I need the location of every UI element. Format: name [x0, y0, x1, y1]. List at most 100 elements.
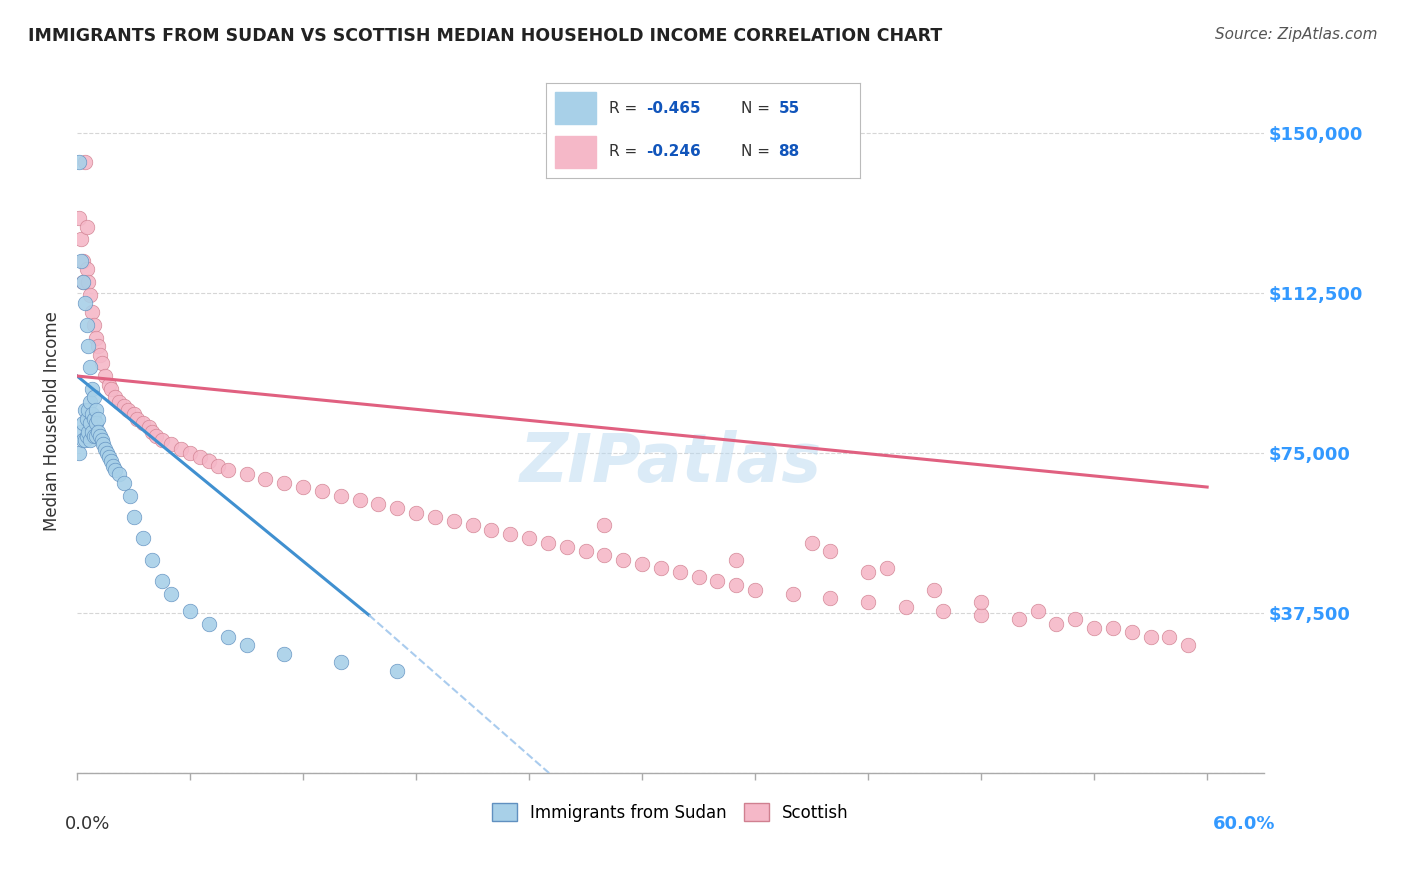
- Point: [1026, 604, 1049, 618]
- Point: [79, 416, 101, 430]
- Point: [235, 467, 257, 482]
- Point: [82, 408, 104, 422]
- Text: ZIPatlas: ZIPatlas: [519, 430, 821, 496]
- Point: [122, 510, 145, 524]
- Point: [72, 433, 94, 447]
- Point: [132, 531, 155, 545]
- Point: [1064, 612, 1087, 626]
- Point: [160, 587, 183, 601]
- Point: [84, 330, 107, 344]
- Point: [138, 420, 160, 434]
- Point: [90, 433, 112, 447]
- Point: [83, 318, 105, 332]
- Point: [188, 450, 211, 465]
- Point: [235, 638, 257, 652]
- Point: [70, 425, 93, 439]
- Point: [820, 591, 842, 606]
- Point: [593, 518, 616, 533]
- Point: [725, 578, 748, 592]
- Point: [1177, 638, 1199, 652]
- Point: [89, 429, 111, 443]
- Point: [70, 253, 93, 268]
- Point: [70, 232, 93, 246]
- Point: [254, 471, 277, 485]
- Point: [517, 531, 540, 545]
- Point: [876, 561, 898, 575]
- Point: [1159, 630, 1181, 644]
- Point: [1083, 621, 1105, 635]
- Point: [1102, 621, 1125, 635]
- Point: [117, 403, 139, 417]
- Point: [593, 549, 616, 563]
- Point: [387, 501, 409, 516]
- Point: [67, 155, 90, 169]
- Point: [83, 390, 105, 404]
- Point: [499, 527, 522, 541]
- Point: [970, 595, 993, 609]
- Point: [405, 506, 427, 520]
- Point: [311, 484, 333, 499]
- Point: [150, 574, 173, 588]
- Point: [90, 356, 112, 370]
- Point: [73, 296, 96, 310]
- Point: [198, 454, 221, 468]
- Point: [67, 446, 90, 460]
- Point: [150, 433, 173, 447]
- Point: [537, 535, 560, 549]
- Text: 60.0%: 60.0%: [1213, 815, 1275, 833]
- Point: [612, 552, 634, 566]
- Point: [706, 574, 728, 588]
- Y-axis label: Median Household Income: Median Household Income: [44, 311, 60, 531]
- Point: [101, 458, 124, 473]
- Point: [87, 339, 110, 353]
- Point: [76, 219, 98, 234]
- Point: [207, 458, 229, 473]
- Point: [217, 630, 239, 644]
- Point: [76, 411, 98, 425]
- Point: [179, 446, 201, 460]
- Point: [329, 489, 352, 503]
- Point: [932, 604, 955, 618]
- Point: [82, 382, 104, 396]
- Point: [800, 535, 823, 549]
- Point: [76, 262, 98, 277]
- Point: [179, 604, 201, 618]
- Point: [367, 497, 389, 511]
- Point: [481, 523, 503, 537]
- Point: [744, 582, 766, 597]
- Point: [72, 253, 94, 268]
- Point: [198, 616, 221, 631]
- Point: [132, 416, 155, 430]
- Point: [329, 655, 352, 669]
- Point: [922, 582, 945, 597]
- Point: [67, 211, 90, 225]
- Point: [170, 442, 193, 456]
- Point: [273, 647, 295, 661]
- Point: [217, 463, 239, 477]
- Point: [127, 411, 149, 425]
- Point: [83, 429, 105, 443]
- Point: [122, 408, 145, 422]
- Point: [104, 390, 127, 404]
- Point: [84, 429, 107, 443]
- Point: [87, 411, 110, 425]
- Point: [349, 492, 371, 507]
- Point: [96, 446, 118, 460]
- Point: [79, 288, 101, 302]
- Point: [856, 595, 879, 609]
- Point: [73, 403, 96, 417]
- Point: [782, 587, 804, 601]
- Point: [575, 544, 598, 558]
- Point: [292, 480, 315, 494]
- Point: [84, 416, 107, 430]
- Point: [555, 540, 578, 554]
- Point: [76, 318, 98, 332]
- Point: [112, 475, 135, 490]
- Point: [104, 463, 127, 477]
- Point: [141, 552, 163, 566]
- Point: [72, 416, 94, 430]
- Point: [94, 442, 117, 456]
- Point: [1121, 625, 1143, 640]
- Text: Source: ZipAtlas.com: Source: ZipAtlas.com: [1215, 27, 1378, 42]
- Point: [79, 394, 101, 409]
